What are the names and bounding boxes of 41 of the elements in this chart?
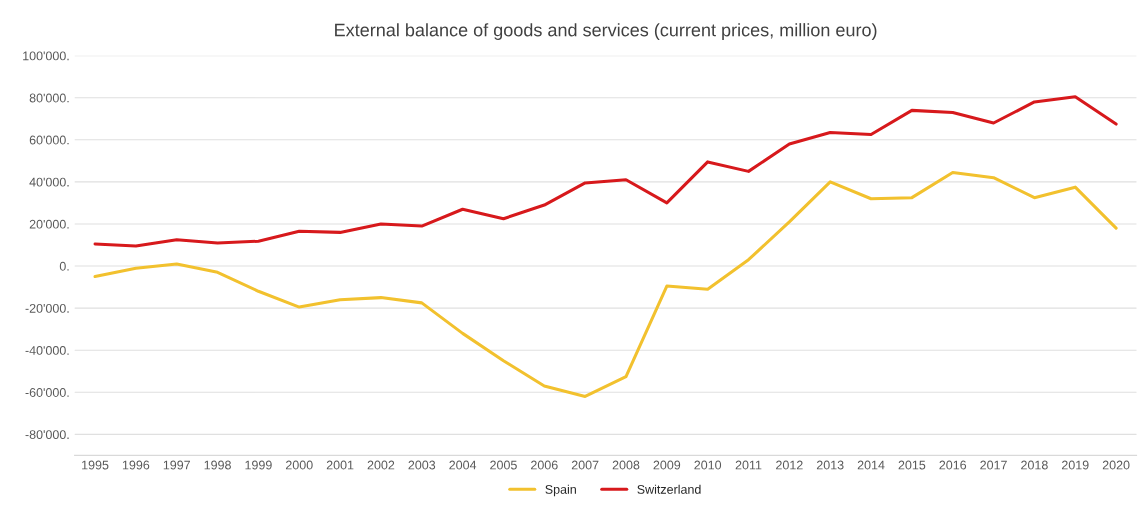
x-tick-label: 2003 (408, 460, 436, 470)
x-tick-label: 2019 (1061, 460, 1089, 470)
x-tick-label: 2011 (735, 460, 762, 470)
x-tick-label: 2017 (980, 460, 1007, 470)
y-tick-label: -60'000. (25, 388, 69, 397)
x-tick-label: 2020 (1102, 460, 1130, 470)
x-tick-label: 2004 (449, 460, 477, 470)
x-tick-label: 2013 (816, 460, 844, 470)
x-tick-label: 2015 (898, 460, 926, 470)
x-tick-label: 2002 (367, 460, 395, 470)
line-series (93, 95, 1118, 248)
x-tick-label: 1996 (122, 460, 150, 470)
x-tick-label: 2016 (939, 460, 967, 470)
x-tick-label: 2008 (612, 460, 640, 470)
y-tick-label: 20'000. (29, 219, 69, 229)
y-tick-label: 60'000. (29, 135, 69, 145)
chart-title: External balance of goods and services (current prices, million euro) (335, 23, 877, 40)
y-tick-label: -20'000. (25, 303, 69, 313)
x-tick-label: 2006 (531, 460, 558, 470)
y-tick-label: 0. (59, 261, 69, 271)
x-tick-label: 2018 (1021, 460, 1048, 470)
x-tick-label: 2005 (490, 460, 517, 470)
legend-label: Spain (545, 484, 576, 497)
x-tick-label: 2012 (776, 460, 803, 470)
x-tick-label: 1998 (204, 460, 231, 470)
y-tick-label: 40'000. (29, 177, 69, 187)
x-tick-label: 2007 (571, 460, 599, 470)
x-tick-label: 2001 (326, 460, 354, 470)
y-tick-label: 80'000. (29, 93, 69, 103)
x-tick-label: 2009 (653, 460, 681, 470)
x-tick-label: 1995 (82, 460, 109, 470)
y-tick-label: -40'000. (25, 346, 69, 355)
x-tick-label: 2010 (694, 460, 722, 470)
x-tick-label: 2014 (857, 460, 885, 470)
y-tick-label: 100'000. (23, 51, 69, 61)
x-tick-label: 1999 (245, 460, 272, 470)
x-tick-label: 2000 (285, 460, 313, 470)
legend-label: Switzerland (637, 484, 701, 494)
line-series (93, 170, 1118, 399)
y-tick-label: -80'000. (25, 430, 69, 440)
x-tick-label: 1997 (163, 460, 190, 470)
